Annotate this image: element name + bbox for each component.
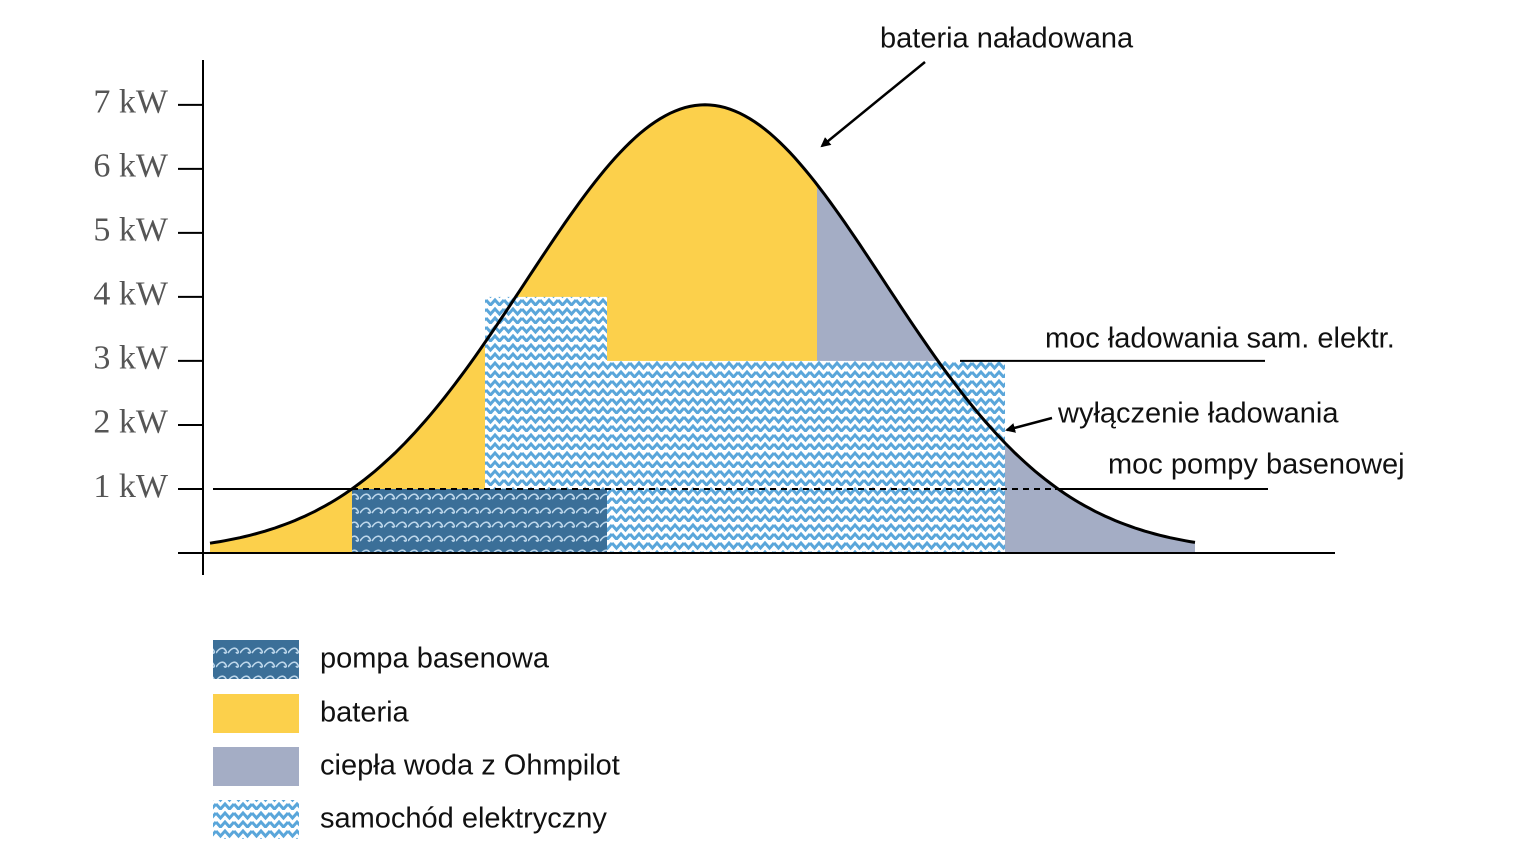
car-block <box>485 296 607 489</box>
legend-swatch <box>213 694 299 733</box>
plot <box>209 103 1196 553</box>
legend-swatch <box>213 747 299 786</box>
legend-label: ciepła woda z Ohmpilot <box>320 750 620 782</box>
legend-label: pompa basenowa <box>320 643 550 675</box>
legend-label: bateria <box>320 697 410 729</box>
arrow <box>820 61 926 148</box>
y-tick-label: 5 kW <box>93 212 169 249</box>
y-tick-label: 2 kW <box>93 404 169 441</box>
legend-swatch <box>213 640 299 679</box>
annotation: moc ładowania sam. elektr. <box>1045 323 1395 355</box>
y-tick-label: 1 kW <box>93 468 169 505</box>
y-tick-label: 4 kW <box>93 276 169 313</box>
annotation: bateria naładowana <box>880 23 1134 55</box>
pump-block <box>352 488 607 553</box>
annotation: moc pompy basenowej <box>1108 449 1405 481</box>
production-curve <box>209 103 1196 545</box>
annotation: wyłączenie ładowania <box>1057 398 1339 430</box>
legend-swatch <box>213 800 299 839</box>
y-tick-label: 6 kW <box>93 148 169 185</box>
car-block <box>607 360 1005 553</box>
arrow <box>1005 416 1053 433</box>
y-tick-label: 7 kW <box>93 84 169 121</box>
y-tick-label: 3 kW <box>93 340 169 377</box>
legend-label: samochód elektryczny <box>320 803 607 835</box>
